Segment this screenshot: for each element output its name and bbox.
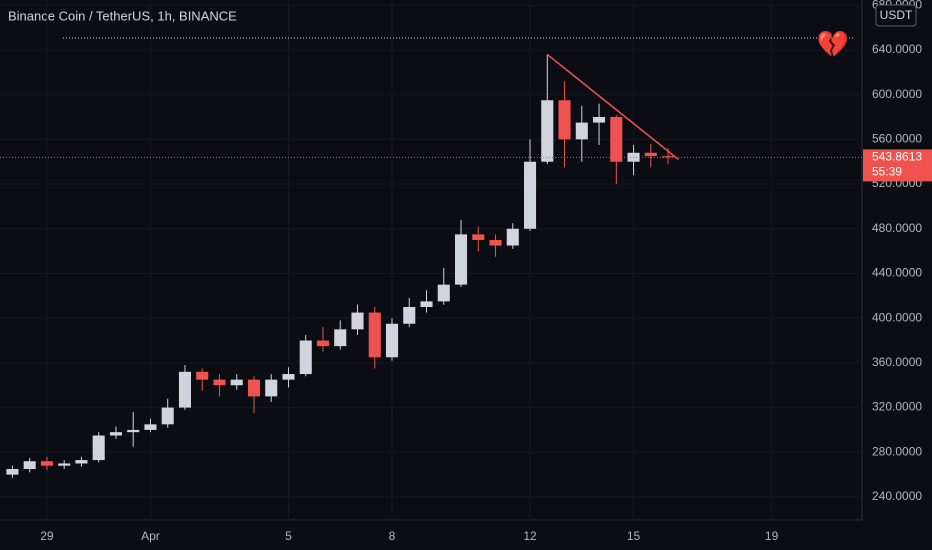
x-tick-label: 29: [40, 529, 54, 543]
currency-box: [875, 4, 917, 27]
y-tick-label: 640.0000: [872, 42, 922, 56]
candle-body: [610, 117, 623, 162]
candle-body: [506, 228, 519, 246]
price-label-box: [863, 149, 932, 182]
candle-body: [23, 461, 36, 470]
candle-body: [316, 340, 330, 347]
candle-body: [213, 379, 226, 386]
price-label: 543.8613: [872, 150, 922, 164]
y-tick-label: 360.0000: [872, 355, 922, 369]
candle-body: [109, 432, 122, 436]
candle-body: [40, 461, 53, 466]
candle-body: [247, 379, 261, 397]
candle-body: [6, 469, 19, 475]
candle-body: [196, 371, 209, 380]
x-tick-label: 12: [523, 529, 537, 543]
candle-body: [385, 323, 399, 358]
candle-body: [161, 407, 174, 425]
candle-body: [265, 379, 278, 397]
x-tick-label: Apr: [141, 529, 160, 543]
candle-body: [662, 156, 675, 158]
x-tick-label: 5: [285, 529, 292, 543]
x-tick-label: 19: [765, 529, 779, 543]
candle-body: [230, 379, 243, 386]
candle-body: [575, 122, 588, 140]
y-tick-label: 320.0000: [872, 400, 922, 414]
candle-body: [454, 234, 468, 285]
x-tick-label: 8: [389, 529, 396, 543]
x-tick-label: 15: [627, 529, 641, 543]
y-tick-label: 280.0000: [872, 444, 922, 458]
y-tick-label: 560.0000: [872, 132, 922, 146]
currency: USDT: [880, 8, 913, 22]
candle-body: [58, 463, 71, 466]
y-tick-label: 440.0000: [872, 266, 922, 280]
candle-body: [334, 329, 347, 347]
candle-body: [593, 117, 606, 123]
candle-body: [144, 424, 157, 430]
candle-body: [644, 152, 657, 157]
candle-body: [403, 306, 416, 324]
y-tick-label: 240.0000: [872, 489, 922, 503]
annotation: 💔: [817, 29, 850, 59]
candle-body: [541, 100, 554, 162]
y-tick-label: 600.0000: [872, 87, 922, 101]
candle-body: [472, 234, 485, 240]
candle-body: [368, 312, 381, 358]
candle-body: [75, 460, 88, 464]
candle-body: [558, 100, 571, 140]
candle-body: [523, 161, 537, 229]
candle-body: [127, 429, 140, 433]
candle-body: [282, 374, 295, 380]
countdown: 55:39: [872, 165, 902, 179]
y-tick-label: 400.0000: [872, 310, 922, 324]
candle-body: [420, 301, 433, 307]
candle-body: [437, 284, 450, 302]
candle-body: [489, 239, 502, 246]
candle-body: [92, 435, 105, 461]
y-tick-label: 480.0000: [872, 221, 922, 235]
candle-body: [351, 312, 364, 330]
candle-body: [178, 371, 191, 408]
chart-title: Binance Coin / TetherUS, 1h, BINANCE: [8, 8, 237, 23]
trendline: [546, 53, 679, 161]
candle-body: [299, 340, 312, 375]
